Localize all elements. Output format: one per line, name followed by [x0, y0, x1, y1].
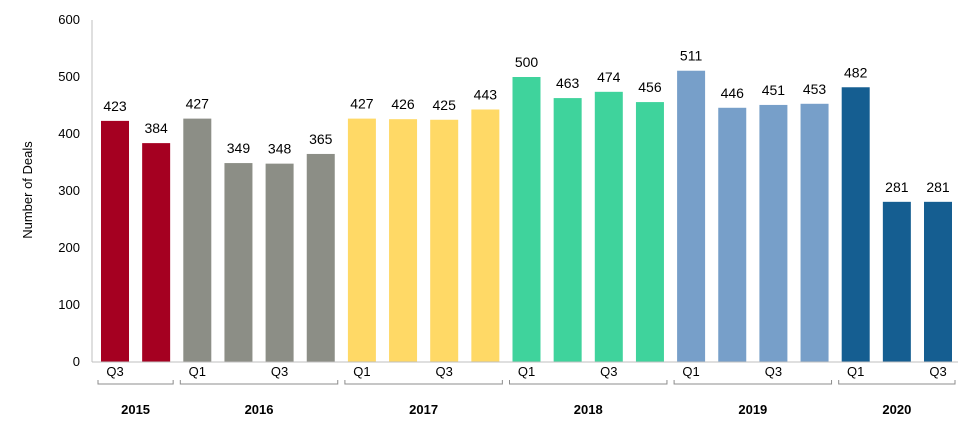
year-bracket	[179, 380, 339, 385]
y-tick-label: 300	[58, 183, 80, 198]
bar-2019-q1	[677, 70, 706, 362]
bar-value-label: 384	[144, 120, 168, 136]
bar-value-label: 511	[680, 48, 703, 64]
bar-2017-q4	[471, 109, 500, 363]
bar-2019-q3	[759, 104, 788, 363]
bar-2018-q3	[594, 91, 623, 362]
bar-value-label: 427	[350, 96, 374, 112]
year-bracket	[838, 380, 956, 385]
bar-value-label: 425	[433, 97, 457, 113]
bar-value-label: 451	[762, 82, 786, 98]
bar-2016-q3	[265, 163, 294, 362]
bar-value-label: 281	[926, 179, 950, 195]
bar-value-label: 474	[597, 69, 621, 85]
year-label-2015: 2015	[121, 402, 150, 417]
quarter-tick-label: Q3	[106, 364, 123, 379]
y-tick-label: 0	[73, 354, 80, 369]
bar-value-label: 426	[391, 96, 415, 112]
quarter-tick-label: Q1	[189, 364, 206, 379]
bar-value-label: 281	[885, 179, 909, 195]
bar-2018-q2	[553, 98, 582, 362]
bar-value-label: 456	[638, 79, 662, 95]
y-tick-label: 400	[58, 126, 80, 141]
bar-value-label: 446	[721, 85, 745, 101]
bar-2016-q2	[224, 163, 253, 362]
bar-2020-q1	[841, 87, 870, 362]
bar-value-label: 453	[803, 81, 827, 97]
bar-value-label: 500	[515, 54, 539, 70]
year-label-2016: 2016	[245, 402, 274, 417]
bar-2018-q1	[512, 77, 541, 362]
bar-2020-q2	[882, 201, 911, 362]
year-label-2017: 2017	[409, 402, 438, 417]
bar-2019-q4	[800, 103, 829, 362]
quarter-tick-label: Q3	[929, 364, 946, 379]
quarter-tick-label: Q1	[682, 364, 699, 379]
y-axis-label: Number of Deals	[20, 141, 35, 239]
bar-value-label: 349	[227, 140, 251, 156]
bar-2016-q1	[183, 118, 212, 362]
y-axis: 0 100 200 300 400 500 600	[58, 12, 93, 369]
year-label-2018: 2018	[574, 402, 603, 417]
quarter-tick-label: Q3	[271, 364, 288, 379]
quarter-tick-label: Q1	[518, 364, 535, 379]
quarter-tick-label: Q3	[600, 364, 617, 379]
bar-value-label: 463	[556, 75, 580, 91]
bar-value-label: 482	[844, 64, 868, 80]
bar-value-label: 365	[309, 131, 333, 147]
year-bracket	[509, 380, 668, 385]
bar-2017-q3	[430, 119, 459, 362]
bar-2015-q3	[101, 120, 129, 362]
quarter-tick-label: Q3	[765, 364, 782, 379]
bar-value-label: 443	[474, 86, 498, 102]
quarter-tick-label: Q1	[353, 364, 370, 379]
x-axis: Q3 Q1 Q3 Q1 Q3 Q1 Q3 Q1 Q3 Q1 Q3 2015 2016 2017 2018 20…	[92, 361, 958, 417]
year-label-2019: 2019	[738, 402, 767, 417]
bar-2017-q2	[389, 119, 418, 363]
bar-value-label: 423	[103, 98, 127, 114]
year-bracket	[97, 380, 174, 385]
y-tick-label: 600	[58, 12, 80, 27]
year-bracket	[344, 380, 503, 385]
bar-2017-q1	[347, 118, 376, 362]
bar-2016-q4	[306, 153, 335, 362]
bar-2018-q4	[635, 102, 664, 362]
year-bracket	[673, 380, 833, 385]
bar-2019-q2	[718, 107, 747, 362]
quarter-tick-label: Q3	[436, 364, 453, 379]
bar-2020-q3	[924, 201, 952, 362]
bar-value-label: 427	[186, 96, 210, 112]
bar-2015-q4	[142, 143, 171, 362]
bar-value-label: 348	[268, 141, 292, 157]
data-labels-group: 423 384 427 349 348 365 427 426 425 443 500 463 474 4…	[103, 48, 950, 195]
y-tick-label: 200	[58, 240, 80, 255]
year-label-2020: 2020	[882, 402, 911, 417]
y-tick-label: 100	[58, 297, 80, 312]
bars-group	[101, 70, 952, 363]
y-tick-label: 500	[58, 69, 80, 84]
quarter-tick-label: Q1	[847, 364, 864, 379]
